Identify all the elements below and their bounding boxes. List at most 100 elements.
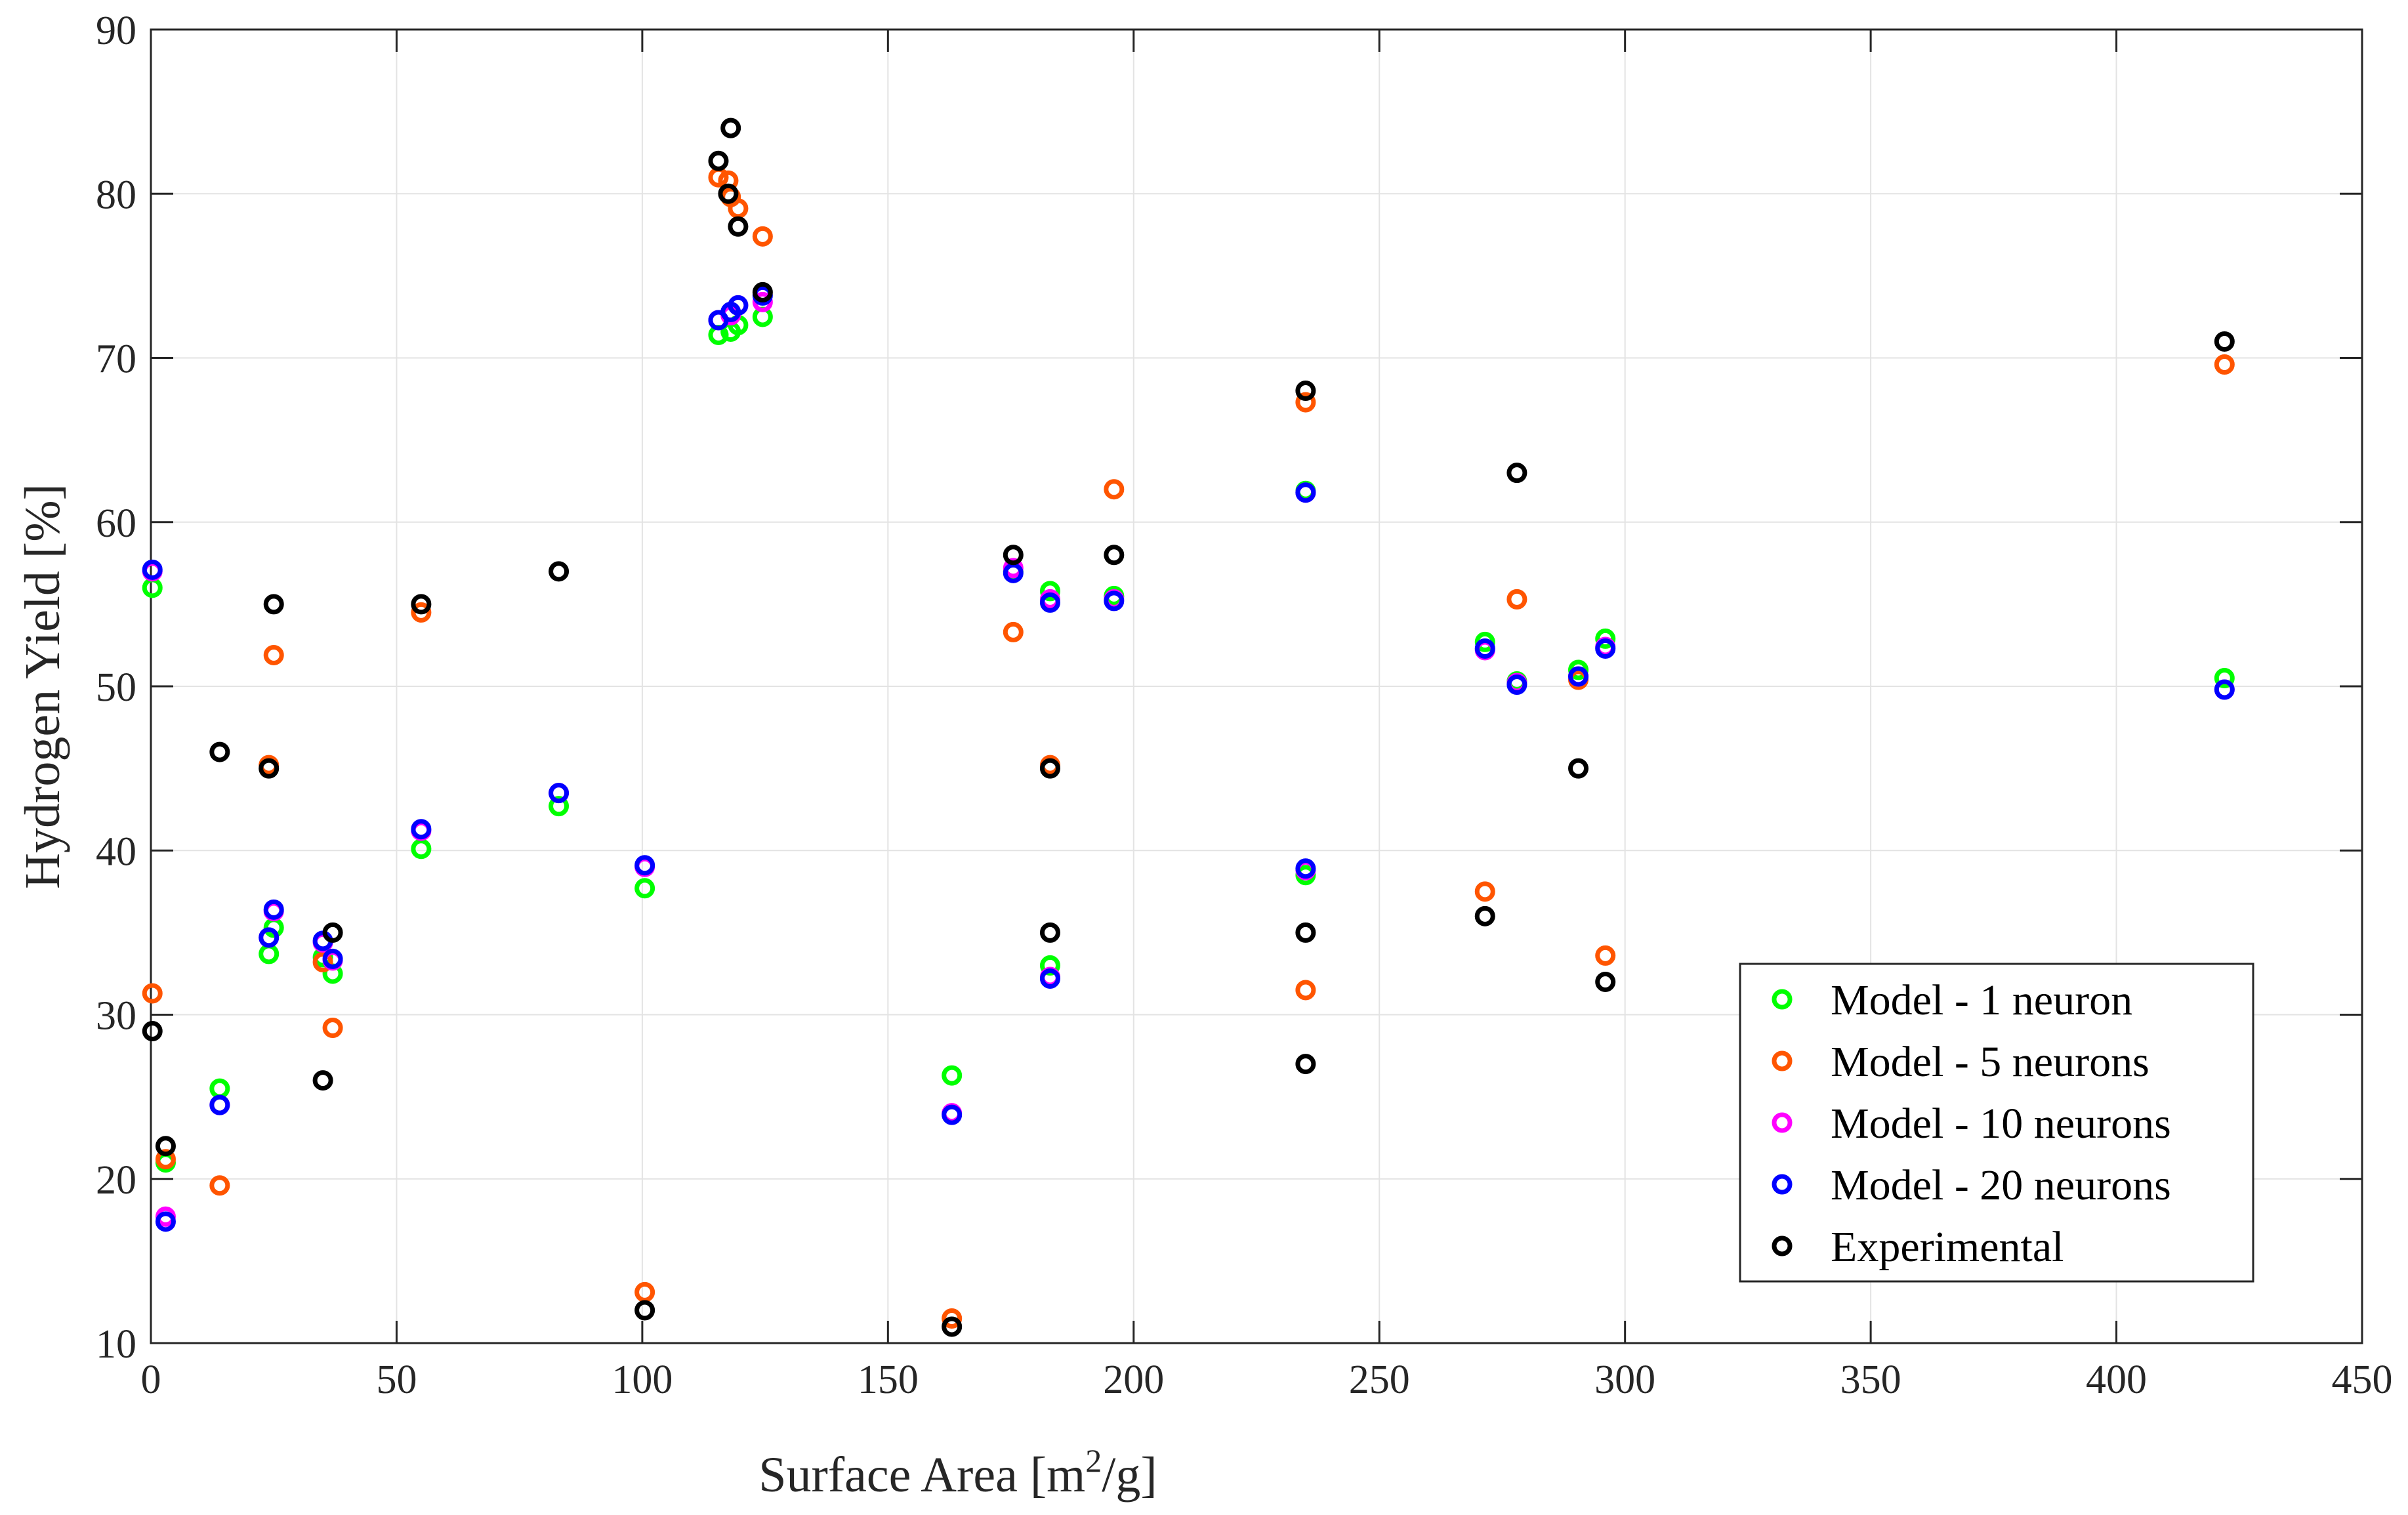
data-point [1568,758,1589,779]
series-experimental [142,117,2235,1337]
y-axis-title: Hydrogen Yield [%] [15,484,70,889]
data-point [942,1104,963,1125]
data-point [2214,679,2235,700]
data-point [942,1316,963,1337]
data-point [1003,621,1024,642]
x-tick-label: 250 [1349,1358,1410,1402]
data-point [322,948,343,969]
data-point [549,561,570,582]
legend-label: Model - 10 neurons [1831,1100,2171,1148]
legend: Model - 1 neuron Model - 5 neurons Model -… [1739,963,2254,1283]
data-point [634,1300,655,1321]
y-tick-label: 10 [96,1322,136,1367]
x-axis-title: Surface Area [m2/g] [758,1442,1157,1503]
y-tick-label: 20 [96,1158,136,1203]
data-point [1003,545,1024,566]
data-point [1506,674,1527,695]
data-point [1104,591,1125,612]
x-tick-label: 0 [141,1358,161,1402]
legend-box [1739,963,2254,1283]
data-point [728,216,749,237]
x-tick-label: 450 [2332,1358,2393,1402]
x-tick-label: 300 [1594,1358,1655,1402]
x-tick-label: 50 [376,1358,417,1402]
data-point [1474,881,1495,902]
data-point [1568,666,1589,687]
legend-label: Model - 5 neurons [1831,1038,2149,1086]
data-point [1104,479,1125,500]
axis-ticks: 0 50 100 150 200 250 300 350 400 450 10 20 30 40 50 60 7… [96,9,2393,1402]
legend-label: Model - 20 neurons [1831,1161,2171,1209]
data-point [1295,922,1316,943]
x-tick-label: 150 [858,1358,919,1402]
data-point [1474,631,1495,652]
data-point [142,983,163,1004]
data-point [752,226,773,247]
data-point [1295,392,1316,413]
data-point [263,899,284,920]
data-point [142,559,163,580]
data-point [549,783,570,804]
data-point [155,1211,176,1232]
data-point [1295,482,1316,503]
x-tick-label: 200 [1103,1358,1164,1402]
data-point [1295,381,1316,402]
data-point [259,927,280,948]
data-point [312,951,333,972]
data-point [1506,589,1527,610]
y-tick-label: 90 [96,9,136,53]
data-point [1039,581,1060,602]
data-point [1595,971,1616,992]
data-point [259,758,280,779]
data-point [708,150,729,171]
data-point [155,1149,176,1170]
data-point [2214,331,2235,352]
data-point [1003,562,1024,583]
data-point [1039,922,1060,943]
data-point [209,741,230,762]
x-tick-label: 100 [612,1358,673,1402]
data-point [1295,1054,1316,1075]
data-point [209,1175,230,1196]
data-point [634,878,655,899]
data-point [1104,545,1125,566]
data-point [1595,638,1616,659]
data-point [322,922,343,943]
legend-marker [1772,1235,1793,1256]
data-point [549,796,570,817]
data-point [1595,628,1616,649]
data-point [2214,667,2235,688]
y-tick-label: 70 [96,337,136,382]
x-tick-label: 350 [1840,1358,1901,1402]
data-point [411,602,432,623]
data-point [263,594,284,615]
data-point [1039,758,1060,779]
data-point [1295,858,1316,879]
data-point [155,1136,176,1157]
data-points [142,117,2235,1337]
data-point [1039,955,1060,976]
data-point [2214,354,2235,375]
series-model-20-neurons [142,285,2235,1232]
data-point [1039,592,1060,613]
y-tick-label: 80 [96,173,136,217]
y-tick-label: 30 [96,994,136,1039]
data-point [142,1021,163,1042]
data-point [411,839,432,860]
data-point [322,1018,343,1039]
data-point [1506,463,1527,484]
data-point [312,1070,333,1091]
data-point [728,198,749,219]
legend-label: Model - 1 neuron [1831,976,2132,1024]
x-tick-label: 400 [2086,1358,2147,1402]
y-tick-label: 60 [96,501,136,546]
data-point [752,291,773,312]
data-point [634,1281,655,1302]
data-point [209,1094,230,1115]
y-tick-label: 50 [96,665,136,710]
data-point [1568,659,1589,680]
data-point [1295,980,1316,1001]
legend-marker [1772,989,1793,1010]
